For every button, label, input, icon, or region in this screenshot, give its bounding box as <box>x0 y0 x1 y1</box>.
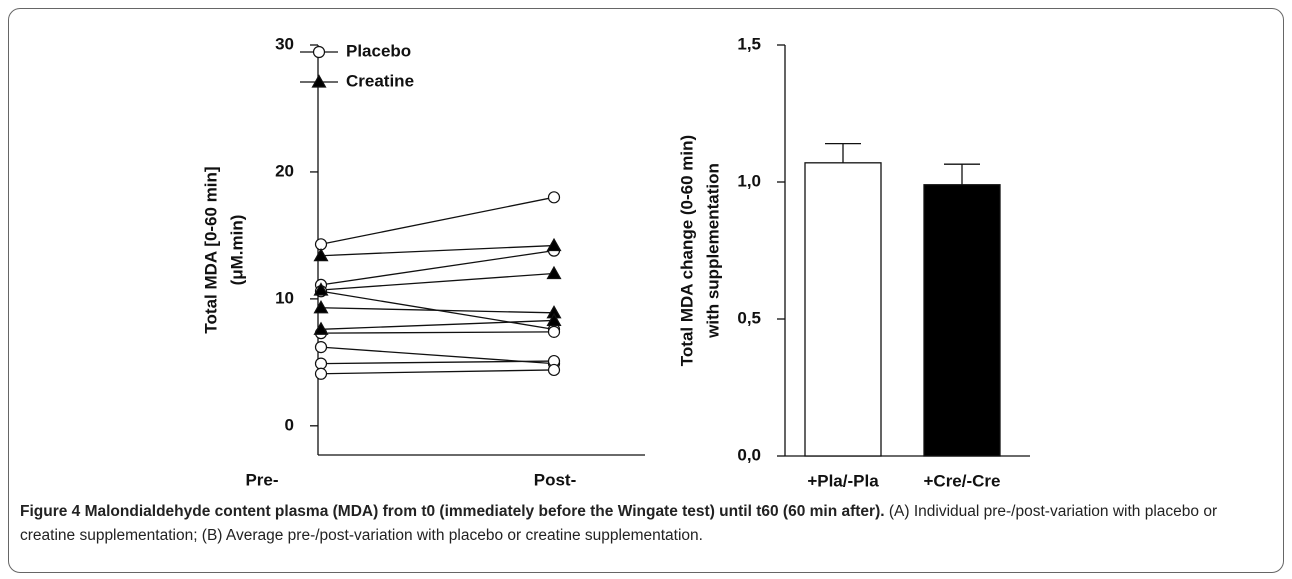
point <box>312 45 326 59</box>
point <box>314 341 328 354</box>
caption-text: (A) Individual pre-/post-variation with … <box>20 503 1218 544</box>
figure-frame <box>8 8 1284 573</box>
y-tick-label: 20 <box>275 161 294 180</box>
point <box>547 363 561 377</box>
y-axis-label: Total MDA [0-60 min] <box>201 166 220 333</box>
x-tick-label: Pre- <box>245 470 278 489</box>
bar <box>804 162 882 457</box>
point <box>547 191 561 204</box>
subject-line <box>320 307 555 314</box>
point <box>313 321 329 335</box>
bar <box>923 184 1001 457</box>
y-tick-label: 1,0 <box>737 171 761 190</box>
x-tick-label: Post- <box>534 470 577 489</box>
subject-line <box>320 249 555 286</box>
legend-label: Placebo <box>346 41 411 60</box>
x-tick-label: +Pla/-Pla <box>807 471 879 490</box>
subject-line <box>320 272 555 291</box>
x-tick-label: +Cre/-Cre <box>923 471 1000 490</box>
point <box>546 312 562 327</box>
point <box>313 282 329 296</box>
point <box>313 247 329 262</box>
chart: 0 10 20 30 Total MDA [0-60 min] (μM.min) Pre- P… <box>201 34 1030 490</box>
y-tick-label: 0,0 <box>737 445 761 464</box>
point <box>314 367 328 380</box>
y-tick-label: 10 <box>275 288 294 307</box>
caption-title: Figure 4 Malondialdehyde content plasma … <box>20 503 885 520</box>
subject-line <box>320 360 555 365</box>
subject-line <box>320 369 555 375</box>
y-tick-label: 1,5 <box>737 34 761 53</box>
y-axis-label: (μM.min) <box>227 215 246 286</box>
point <box>311 74 327 88</box>
caption: Figure 4 Malondialdehyde content plasma … <box>20 500 1270 548</box>
subject-line <box>320 319 555 330</box>
point <box>313 300 329 314</box>
point <box>546 265 562 280</box>
subject-line <box>320 244 555 257</box>
subject-line <box>320 196 555 245</box>
point <box>547 325 561 338</box>
y-axis-label: with supplementation <box>703 163 722 339</box>
y-axis-label: Total MDA change (0-60 min) <box>677 135 696 366</box>
subject-line <box>320 331 555 334</box>
point <box>314 357 328 370</box>
y-tick-label: 30 <box>275 34 294 53</box>
y-tick-label: 0 <box>285 415 294 434</box>
legend-label: Creatine <box>346 71 414 90</box>
point <box>546 237 562 252</box>
y-tick-label: 0,5 <box>737 308 761 327</box>
